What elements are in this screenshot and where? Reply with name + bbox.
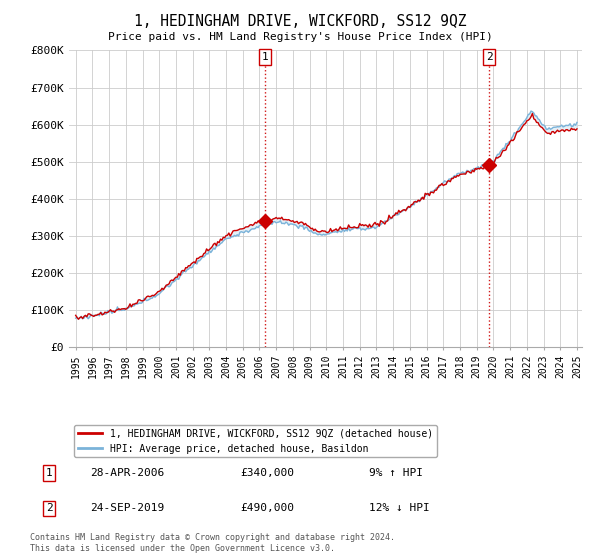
- Text: 12% ↓ HPI: 12% ↓ HPI: [369, 503, 430, 514]
- Text: 2: 2: [46, 503, 53, 514]
- Text: 1: 1: [262, 52, 268, 62]
- Legend: 1, HEDINGHAM DRIVE, WICKFORD, SS12 9QZ (detached house), HPI: Average price, det: 1, HEDINGHAM DRIVE, WICKFORD, SS12 9QZ (…: [74, 425, 437, 458]
- Text: Price paid vs. HM Land Registry's House Price Index (HPI): Price paid vs. HM Land Registry's House …: [107, 32, 493, 43]
- Text: Contains HM Land Registry data © Crown copyright and database right 2024.
This d: Contains HM Land Registry data © Crown c…: [30, 533, 395, 553]
- Text: 24-SEP-2019: 24-SEP-2019: [90, 503, 164, 514]
- Text: £490,000: £490,000: [240, 503, 294, 514]
- Text: 9% ↑ HPI: 9% ↑ HPI: [369, 468, 423, 478]
- Text: 2: 2: [486, 52, 493, 62]
- Text: 28-APR-2006: 28-APR-2006: [90, 468, 164, 478]
- Text: 1, HEDINGHAM DRIVE, WICKFORD, SS12 9QZ: 1, HEDINGHAM DRIVE, WICKFORD, SS12 9QZ: [134, 14, 466, 29]
- Text: 1: 1: [46, 468, 53, 478]
- Text: £340,000: £340,000: [240, 468, 294, 478]
